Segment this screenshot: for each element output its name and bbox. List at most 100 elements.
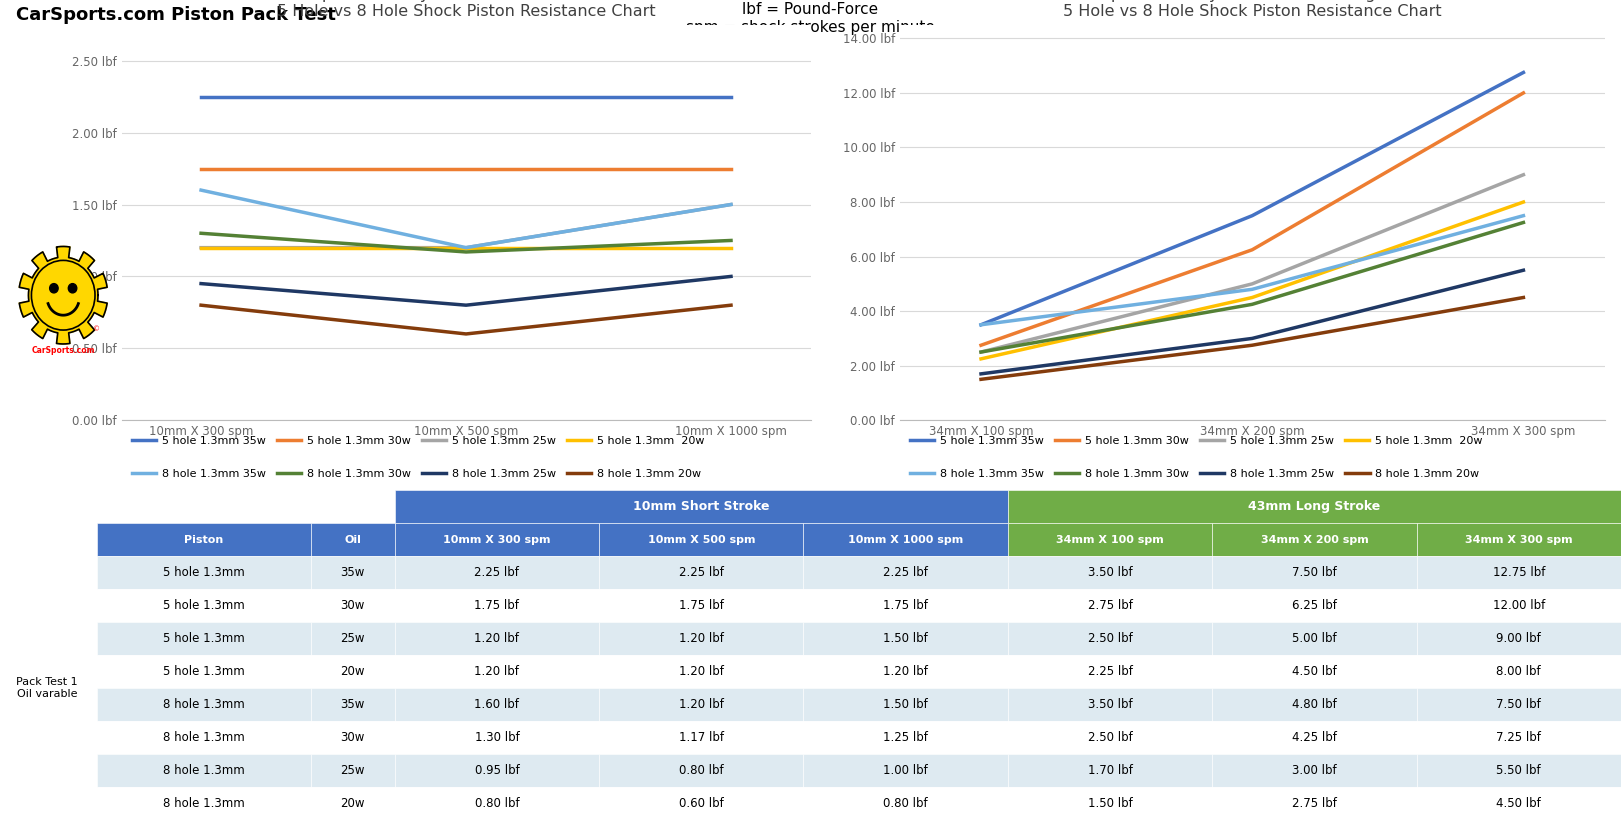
Bar bbox=[1417, 787, 1621, 820]
Text: 10mm X 500 spm: 10mm X 500 spm bbox=[647, 535, 755, 545]
Bar bbox=[804, 655, 1008, 688]
Text: 1.50 lbf: 1.50 lbf bbox=[883, 632, 929, 645]
Text: 10mm Short Stroke: 10mm Short Stroke bbox=[634, 500, 770, 513]
Bar bbox=[394, 754, 600, 787]
Bar bbox=[1213, 787, 1417, 820]
Text: 1.75 lbf: 1.75 lbf bbox=[883, 599, 929, 612]
Bar bbox=[394, 655, 600, 688]
Bar bbox=[804, 523, 1008, 556]
Bar bbox=[600, 622, 804, 655]
Bar bbox=[600, 655, 804, 688]
Bar bbox=[600, 754, 804, 787]
Bar bbox=[1213, 622, 1417, 655]
Text: CarSports.com: CarSports.com bbox=[31, 346, 96, 355]
Text: 25w: 25w bbox=[340, 764, 365, 777]
Bar bbox=[1213, 523, 1417, 556]
Bar bbox=[804, 787, 1008, 820]
Bar bbox=[600, 721, 804, 754]
Text: 5 hole 1.3mm: 5 hole 1.3mm bbox=[164, 599, 245, 612]
Text: 1.20 lbf: 1.20 lbf bbox=[679, 698, 723, 711]
Text: 2.75 lbf: 2.75 lbf bbox=[1088, 599, 1133, 612]
Text: 3.50 lbf: 3.50 lbf bbox=[1088, 698, 1133, 711]
Bar bbox=[1417, 523, 1621, 556]
Text: 3.50 lbf: 3.50 lbf bbox=[1088, 566, 1133, 579]
Text: 1.50 lbf: 1.50 lbf bbox=[883, 698, 929, 711]
Text: Oil: Oil bbox=[344, 535, 361, 545]
Bar bbox=[1213, 556, 1417, 589]
Bar bbox=[0, 556, 94, 820]
Text: 5.50 lbf: 5.50 lbf bbox=[1496, 764, 1542, 777]
Text: 8 hole 1.3mm: 8 hole 1.3mm bbox=[164, 731, 245, 744]
Text: 3.00 lbf: 3.00 lbf bbox=[1292, 764, 1337, 777]
Bar bbox=[804, 589, 1008, 622]
Bar bbox=[97, 655, 311, 688]
Text: 0.95 lbf: 0.95 lbf bbox=[475, 764, 519, 777]
Bar bbox=[1008, 688, 1213, 721]
Bar bbox=[600, 688, 804, 721]
Text: 2.25 lbf: 2.25 lbf bbox=[883, 566, 929, 579]
Bar bbox=[1417, 754, 1621, 787]
Text: 1.20 lbf: 1.20 lbf bbox=[679, 632, 723, 645]
Text: 1.70 lbf: 1.70 lbf bbox=[1088, 764, 1133, 777]
Text: CarSports.com Piston Pack Test: CarSports.com Piston Pack Test bbox=[16, 6, 336, 24]
Text: 1.20 lbf: 1.20 lbf bbox=[475, 665, 519, 678]
Bar bbox=[97, 721, 311, 754]
Text: 1.75 lbf: 1.75 lbf bbox=[475, 599, 519, 612]
Bar bbox=[1417, 589, 1621, 622]
Text: 6.25 lbf: 6.25 lbf bbox=[1292, 599, 1337, 612]
Text: 0.60 lbf: 0.60 lbf bbox=[679, 797, 723, 810]
Bar bbox=[600, 523, 804, 556]
Bar bbox=[394, 556, 600, 589]
Legend: 5 hole 1.3mm 35w, 5 hole 1.3mm 30w, 5 hole 1.3mm 25w, 5 hole 1.3mm  20w: 5 hole 1.3mm 35w, 5 hole 1.3mm 30w, 5 ho… bbox=[126, 432, 708, 450]
Text: 10mm X 300 spm: 10mm X 300 spm bbox=[443, 535, 551, 545]
Text: lbf = Pound-Force: lbf = Pound-Force bbox=[742, 2, 879, 16]
Bar bbox=[1213, 721, 1417, 754]
Bar bbox=[394, 787, 600, 820]
Bar bbox=[1417, 655, 1621, 688]
Text: 2.75 lbf: 2.75 lbf bbox=[1292, 797, 1337, 810]
Legend: 5 hole 1.3mm 35w, 5 hole 1.3mm 30w, 5 hole 1.3mm 25w, 5 hole 1.3mm  20w: 5 hole 1.3mm 35w, 5 hole 1.3mm 30w, 5 ho… bbox=[905, 432, 1486, 450]
Text: 8 hole 1.3mm: 8 hole 1.3mm bbox=[164, 764, 245, 777]
Text: 43mm Long Stroke: 43mm Long Stroke bbox=[1248, 500, 1381, 513]
Bar bbox=[1008, 523, 1213, 556]
Text: spm = shock strokes per minute: spm = shock strokes per minute bbox=[686, 21, 935, 35]
Text: 2.50 lbf: 2.50 lbf bbox=[1088, 632, 1133, 645]
Bar bbox=[311, 655, 394, 688]
Text: 34mm X 300 spm: 34mm X 300 spm bbox=[1465, 535, 1572, 545]
Bar bbox=[804, 721, 1008, 754]
Text: 1.20 lbf: 1.20 lbf bbox=[883, 665, 929, 678]
Bar bbox=[600, 787, 804, 820]
Text: 34mm X 200 spm: 34mm X 200 spm bbox=[1261, 535, 1368, 545]
Text: 7.50 lbf: 7.50 lbf bbox=[1496, 698, 1542, 711]
Legend: 8 hole 1.3mm 35w, 8 hole 1.3mm 30w, 8 hole 1.3mm 25w, 8 hole 1.3mm 20w: 8 hole 1.3mm 35w, 8 hole 1.3mm 30w, 8 ho… bbox=[126, 465, 705, 483]
Bar bbox=[600, 556, 804, 589]
Text: 4.80 lbf: 4.80 lbf bbox=[1292, 698, 1337, 711]
Text: 0.80 lbf: 0.80 lbf bbox=[475, 797, 519, 810]
Bar bbox=[97, 622, 311, 655]
Bar bbox=[804, 622, 1008, 655]
Text: 1.20 lbf: 1.20 lbf bbox=[475, 632, 519, 645]
Text: 5 hole 1.3mm: 5 hole 1.3mm bbox=[164, 566, 245, 579]
Text: 2.25 lbf: 2.25 lbf bbox=[475, 566, 519, 579]
Text: 4.25 lbf: 4.25 lbf bbox=[1292, 731, 1337, 744]
Bar bbox=[97, 688, 311, 721]
Bar bbox=[311, 589, 394, 622]
Circle shape bbox=[50, 281, 76, 309]
Bar bbox=[1008, 721, 1213, 754]
Bar bbox=[1417, 556, 1621, 589]
Bar bbox=[600, 589, 804, 622]
Title: CarSports.com Dyno Test 10mm Short Stroke
5 Hole vs 8 Hole Shock Piston Resistan: CarSports.com Dyno Test 10mm Short Strok… bbox=[277, 0, 655, 20]
Legend: 8 hole 1.3mm 35w, 8 hole 1.3mm 30w, 8 hole 1.3mm 25w, 8 hole 1.3mm 20w: 8 hole 1.3mm 35w, 8 hole 1.3mm 30w, 8 ho… bbox=[905, 465, 1483, 483]
Text: 1.20 lbf: 1.20 lbf bbox=[679, 665, 723, 678]
Bar bbox=[804, 754, 1008, 787]
Circle shape bbox=[50, 283, 58, 293]
Text: 7.50 lbf: 7.50 lbf bbox=[1292, 566, 1337, 579]
Bar bbox=[1213, 589, 1417, 622]
Text: 4.50 lbf: 4.50 lbf bbox=[1496, 797, 1542, 810]
Text: 2.25 lbf: 2.25 lbf bbox=[679, 566, 723, 579]
Text: 25w: 25w bbox=[340, 632, 365, 645]
Bar bbox=[311, 622, 394, 655]
Text: 1.60 lbf: 1.60 lbf bbox=[475, 698, 519, 711]
Bar bbox=[394, 523, 600, 556]
Bar bbox=[311, 787, 394, 820]
